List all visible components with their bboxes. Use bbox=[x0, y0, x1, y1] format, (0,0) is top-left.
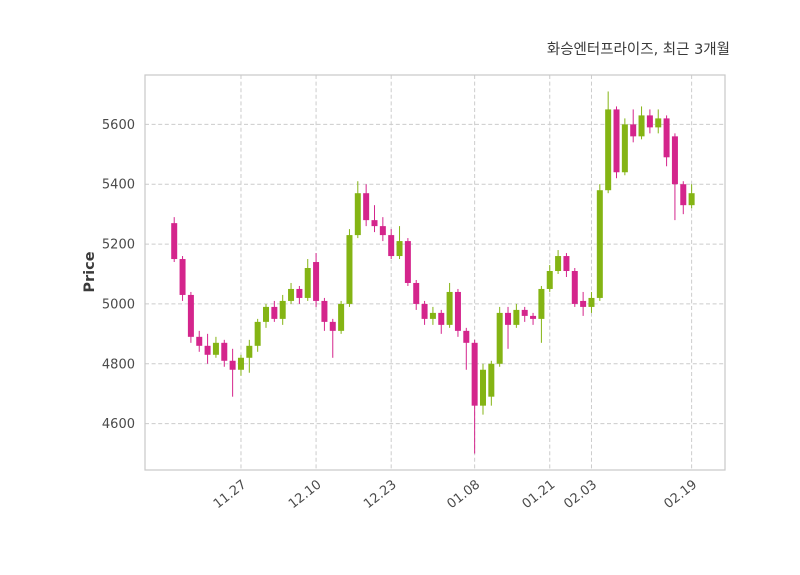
candle-body bbox=[613, 109, 620, 173]
candle-body bbox=[555, 256, 562, 272]
candle-body bbox=[638, 115, 645, 137]
candle-body bbox=[354, 193, 361, 236]
candle-body bbox=[563, 256, 570, 272]
candle-body bbox=[171, 223, 178, 260]
candle-body bbox=[429, 312, 436, 319]
candle-body bbox=[546, 271, 553, 289]
candle-body bbox=[246, 345, 253, 358]
candle-body bbox=[538, 288, 545, 319]
y-tick-label: 4800 bbox=[102, 357, 135, 372]
y-tick-label: 5600 bbox=[102, 118, 135, 133]
y-tick-label: 5000 bbox=[102, 297, 135, 312]
candle-body bbox=[204, 345, 211, 355]
candle-body bbox=[296, 288, 303, 298]
candle-body bbox=[379, 226, 386, 236]
candle-body bbox=[413, 282, 420, 304]
candle-body bbox=[279, 300, 286, 319]
candle-body bbox=[588, 297, 595, 307]
candle-body bbox=[321, 300, 328, 322]
candle-body bbox=[338, 303, 345, 331]
x-tick-label: 12.10 bbox=[286, 477, 325, 512]
candle-body bbox=[313, 262, 320, 301]
x-tick-label: 11.27 bbox=[211, 477, 250, 512]
candle-body bbox=[663, 118, 670, 158]
candle-body bbox=[229, 360, 236, 370]
candle-body bbox=[496, 312, 503, 364]
candle-body bbox=[288, 288, 295, 301]
candle-body bbox=[646, 115, 653, 128]
plot-border bbox=[144, 74, 726, 471]
candle-body bbox=[346, 235, 353, 304]
candle-body bbox=[388, 235, 395, 257]
candle-body bbox=[488, 363, 495, 397]
candle-body bbox=[655, 118, 662, 128]
candle-body bbox=[237, 357, 244, 370]
chart-title: 화승엔터프라이즈, 최근 3개월 bbox=[546, 42, 730, 58]
candle-body bbox=[463, 330, 470, 343]
x-tick-label: 01.21 bbox=[520, 477, 559, 512]
candle-body bbox=[630, 124, 637, 137]
candle-body bbox=[621, 124, 628, 173]
y-tick-label: 5200 bbox=[102, 238, 135, 253]
candle-body bbox=[212, 342, 219, 355]
candle-body bbox=[521, 309, 528, 316]
candle-body bbox=[187, 294, 194, 337]
candle-body bbox=[421, 303, 428, 319]
candle-body bbox=[505, 312, 512, 325]
x-tick-label: 02.19 bbox=[662, 477, 701, 512]
candle-body bbox=[680, 184, 687, 206]
candle-body bbox=[446, 291, 453, 325]
x-tick-label: 12.23 bbox=[361, 477, 400, 512]
candle-body bbox=[329, 321, 336, 331]
candle-body bbox=[580, 300, 587, 307]
y-tick-label: 4600 bbox=[102, 417, 135, 432]
candle-body bbox=[179, 259, 186, 295]
candle-body bbox=[304, 268, 311, 298]
candle-body bbox=[371, 220, 378, 227]
candle-body bbox=[263, 306, 270, 322]
candle-body bbox=[671, 136, 678, 185]
candle-body bbox=[530, 315, 537, 319]
candle-body bbox=[396, 241, 403, 257]
candle-body bbox=[688, 193, 695, 206]
candle-body bbox=[254, 321, 261, 346]
candle-body bbox=[404, 241, 411, 283]
candle-body bbox=[221, 342, 228, 361]
x-tick-label: 02.03 bbox=[561, 477, 600, 512]
candle-body bbox=[596, 190, 603, 298]
candle-body bbox=[479, 369, 486, 406]
candle-body bbox=[196, 336, 203, 346]
candle-body bbox=[438, 312, 445, 325]
x-tick-label: 01.08 bbox=[445, 477, 484, 512]
candle-body bbox=[471, 342, 478, 406]
candle-body bbox=[271, 306, 278, 319]
candle-body bbox=[571, 271, 578, 304]
y-tick-label: 5400 bbox=[102, 178, 135, 193]
candle-body bbox=[513, 309, 520, 325]
candle-body bbox=[605, 109, 612, 191]
candle-body bbox=[454, 291, 461, 331]
y-axis-label: Price bbox=[82, 251, 98, 293]
candle-body bbox=[363, 193, 370, 221]
